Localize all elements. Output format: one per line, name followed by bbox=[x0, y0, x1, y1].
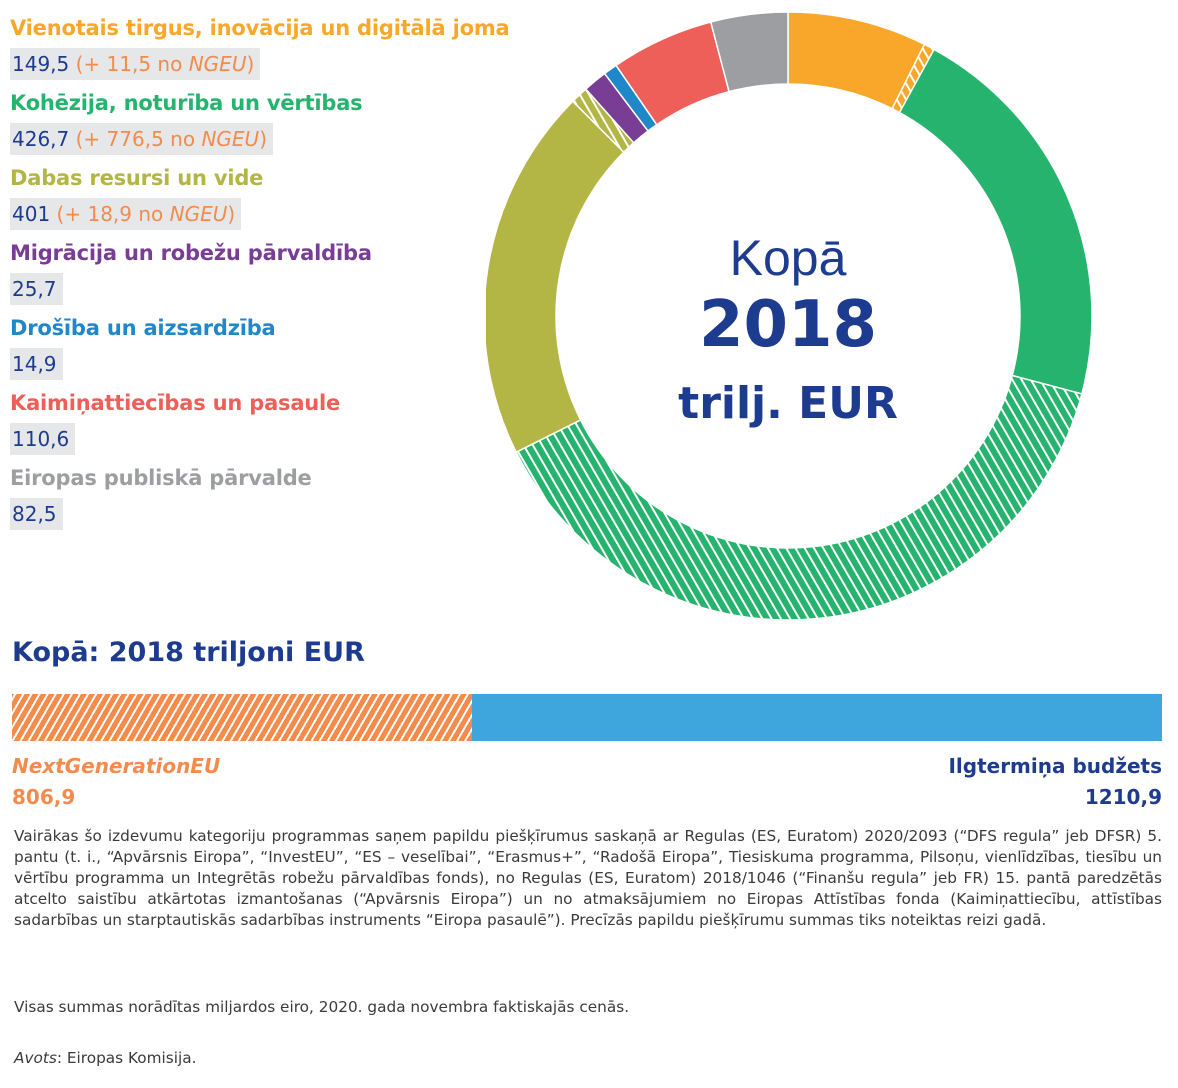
legend-item-label: Eiropas publiskā pārvalde bbox=[10, 466, 312, 490]
category-legend: Vienotais tirgus, inovācija un digitālā … bbox=[10, 14, 510, 539]
legend-item: Kohēzija, noturība un vērtības 426,7 (+ 7… bbox=[10, 89, 480, 155]
center-label-line2: 2018 bbox=[699, 288, 877, 362]
legend-item-value-box: 25,7 bbox=[10, 273, 63, 305]
legend-item-label: Migrācija un robežu pārvaldība bbox=[10, 241, 372, 265]
legend-item-label: Vienotais tirgus, inovācija un digitālā … bbox=[10, 16, 510, 40]
ngeu-label: NextGenerationEU bbox=[12, 754, 221, 778]
ngeu-prefix: (+ bbox=[75, 52, 107, 76]
ngeu-amount: 776,5 bbox=[106, 127, 164, 151]
long-term-budget-label: Ilgtermiņa budžets bbox=[948, 754, 1162, 778]
legend-item: Migrācija un robežu pārvaldība 25,7 bbox=[10, 239, 480, 305]
legend-item-value: 82,5 bbox=[12, 502, 57, 526]
bar-segment-ngeu bbox=[12, 694, 472, 741]
units-note: Visas summas norādītas miljardos eiro, 2… bbox=[14, 998, 630, 1016]
legend-item-value-box: 149,5 (+ 11,5 no NGEU) bbox=[10, 48, 261, 80]
source-text: : Eiropas Komisija. bbox=[56, 1049, 197, 1067]
ngeu-close: ) bbox=[246, 52, 255, 76]
legend-item: Eiropas publiskā pārvalde 82,5 bbox=[10, 464, 480, 530]
total-bar-title: Kopā: 2018 triljoni EUR bbox=[12, 637, 365, 668]
ngeu-name: NGEU bbox=[169, 202, 228, 226]
legend-item-label: Kohēzija, noturība un vērtības bbox=[10, 91, 363, 115]
ngeu-amount: 18,9 bbox=[87, 202, 132, 226]
footnote: Vairākas šo izdevumu kategoriju programm… bbox=[14, 827, 1162, 929]
legend-item-value: 426,7 bbox=[12, 127, 70, 151]
center-label-line3: trilj. EUR bbox=[678, 378, 898, 429]
slice-natural-resources-ngeu-hatch bbox=[572, 89, 634, 153]
legend-item: Dabas resursi un vide 401 (+ 18,9 no NGEU… bbox=[10, 164, 480, 230]
donut-slices bbox=[486, 11, 1093, 621]
legend-item-ngeu-addition: (+ 18,9 no NGEU) bbox=[50, 202, 236, 226]
source-note: Avots: Eiropas Komisija. bbox=[14, 1049, 197, 1067]
legend-item: Drošība un aizsardzība 14,9 bbox=[10, 314, 480, 380]
slice-cohesion-ngeu-hatch bbox=[516, 375, 1082, 620]
legend-item-value-box: 426,7 (+ 776,5 no NGEU) bbox=[10, 123, 273, 155]
center-label-line1: Kopā bbox=[730, 230, 847, 286]
legend-item-value: 25,7 bbox=[12, 277, 57, 301]
donut-chart: Kopā 2018 trilj. EUR bbox=[486, 11, 1093, 621]
legend-item-value: 149,5 bbox=[12, 52, 70, 76]
slice-cohesion bbox=[898, 48, 1093, 395]
ngeu-prefix: (+ bbox=[75, 127, 107, 151]
legend-item-label: Drošība un aizsardzība bbox=[10, 316, 276, 340]
legend-item-value: 401 bbox=[12, 202, 51, 226]
long-term-budget-value: 1210,9 bbox=[1084, 785, 1162, 809]
legend-item-value-box: 401 (+ 18,9 no NGEU) bbox=[10, 198, 242, 230]
ngeu-prefix: (+ bbox=[56, 202, 88, 226]
ngeu-close: ) bbox=[227, 202, 236, 226]
legend-item-value: 110,6 bbox=[12, 427, 70, 451]
ngeu-suffix: no bbox=[163, 127, 202, 151]
legend-item-value-box: 82,5 bbox=[10, 498, 63, 530]
source-label: Avots bbox=[14, 1049, 57, 1067]
legend-item-value-box: 110,6 bbox=[10, 423, 76, 455]
slice-6 bbox=[709, 11, 789, 93]
legend-item: Vienotais tirgus, inovācija un digitālā … bbox=[10, 14, 510, 80]
legend-item-label: Dabas resursi un vide bbox=[10, 166, 264, 190]
ngeu-suffix: no bbox=[151, 52, 189, 76]
total-bar bbox=[12, 694, 1162, 741]
ngeu-name: NGEU bbox=[201, 127, 260, 151]
legend-item-ngeu-addition: (+ 11,5 no NGEU) bbox=[69, 52, 255, 76]
bar-segment-long-term-budget bbox=[471, 694, 1162, 741]
ngeu-name: NGEU bbox=[188, 52, 247, 76]
ngeu-close: ) bbox=[259, 127, 267, 151]
legend-item-value-box: 14,9 bbox=[10, 348, 63, 380]
slice-single-market-ngeu-hatch bbox=[892, 44, 935, 113]
slice-natural-resources bbox=[486, 100, 625, 454]
legend-item: Kaimiņattiecības un pasaule 110,6 bbox=[10, 389, 480, 455]
ngeu-value: 806,9 bbox=[12, 785, 76, 809]
legend-item-label: Kaimiņattiecības un pasaule bbox=[10, 391, 341, 415]
legend-item-value: 14,9 bbox=[12, 352, 57, 376]
ngeu-suffix: no bbox=[132, 202, 170, 226]
legend-item-ngeu-addition: (+ 776,5 no NGEU) bbox=[69, 127, 267, 151]
ngeu-amount: 11,5 bbox=[106, 52, 152, 76]
